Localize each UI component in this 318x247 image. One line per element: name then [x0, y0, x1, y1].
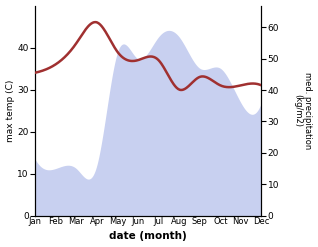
- Y-axis label: max temp (C): max temp (C): [5, 79, 15, 142]
- X-axis label: date (month): date (month): [109, 231, 187, 242]
- Y-axis label: med. precipitation
(kg/m2): med. precipitation (kg/m2): [293, 72, 313, 149]
